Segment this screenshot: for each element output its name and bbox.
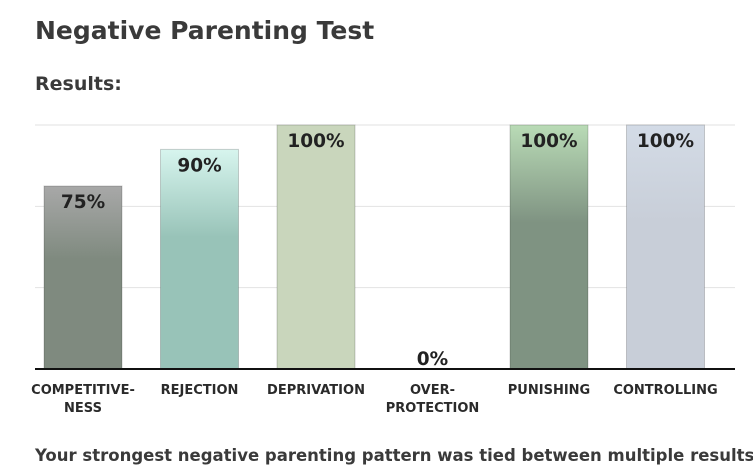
category-label: NESS [64, 401, 102, 416]
bar [160, 148, 239, 370]
results-heading: Results: [35, 73, 122, 95]
results-bar-chart: 75% COMPETITIVE- NESS 90% REJECTION 100% DEPRI… [31, 124, 735, 416]
bar-value-label: 100% [287, 131, 344, 152]
bar-value-label: 90% [177, 155, 221, 176]
bar [276, 124, 356, 370]
category-label: CONTROLLING [613, 383, 717, 398]
category-label: OVER- [410, 383, 455, 398]
bar-value-label: 0% [417, 349, 448, 370]
bar-value-label: 100% [637, 131, 694, 152]
result-summary: Your strongest negative parenting patter… [35, 446, 753, 465]
category-label: PUNISHING [508, 383, 590, 398]
category-label: COMPETITIVE- [31, 383, 135, 398]
category-label: PROTECTION [386, 401, 480, 416]
bar-value-label: 100% [520, 131, 577, 152]
bar [626, 124, 705, 370]
category-label: REJECTION [161, 383, 239, 398]
bar [509, 124, 589, 370]
category-label: DEPRIVATION [267, 383, 365, 398]
page-title: Negative Parenting Test [35, 16, 375, 45]
bar-value-label: 75% [61, 192, 105, 213]
bar [43, 185, 123, 370]
